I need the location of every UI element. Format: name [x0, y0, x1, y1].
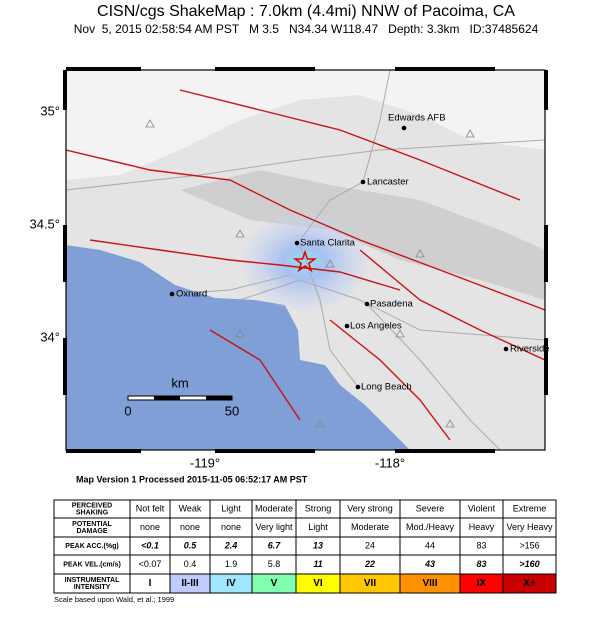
cell-text: Weak: [179, 503, 202, 513]
city-dot: [401, 125, 407, 131]
cell-text: 0.4: [184, 559, 197, 569]
cell-text: none: [180, 522, 200, 532]
scale-unit: km: [171, 375, 188, 390]
cell-text: Light: [308, 522, 328, 532]
scale-start: 0: [124, 403, 131, 418]
city-label: Pasadena: [370, 299, 414, 310]
city-label: Oxnard: [176, 289, 207, 300]
frame-ticks: [63, 67, 548, 453]
shaking-area: [243, 214, 367, 310]
city-dot: [355, 384, 361, 390]
row-label: PEAK VEL.(cm/s): [63, 561, 121, 568]
cell-text: 2.4: [224, 540, 238, 550]
cell-text: Light: [221, 503, 241, 513]
cell-text: IV: [226, 578, 236, 589]
stations: [145, 119, 475, 428]
city-label: Los Angeles: [350, 321, 402, 332]
cell-text: 0.5: [184, 540, 198, 550]
city-dot: [364, 301, 370, 307]
cell-text: Moderate: [255, 503, 293, 513]
title: CISN/cgs ShakeMap : 7.0km (4.4mi) NNW of…: [97, 3, 515, 20]
cell-text: 24: [365, 540, 375, 550]
row-label: PERCEIVED: [72, 502, 112, 509]
cell-text: VIII: [422, 578, 437, 589]
cell-text: Not felt: [136, 503, 165, 513]
cell-text: 1.9: [225, 559, 238, 569]
cell-text: none: [221, 522, 241, 532]
city-label: Lancaster: [367, 177, 409, 188]
cell-text: >156: [519, 540, 539, 550]
scale-seg: [154, 396, 180, 400]
cell-text: 83: [476, 559, 486, 569]
cell-text: >160: [519, 559, 539, 569]
cities: Edwards AFB Lancaster Santa Clarita Oxnard P…: [169, 113, 550, 393]
cell-text: 83: [476, 540, 486, 550]
city-dot: [344, 323, 350, 329]
cell-text: V: [271, 578, 278, 589]
row-label: INSTRUMENTAL: [65, 577, 120, 584]
city-label: Long Beach: [361, 382, 412, 393]
row-label: SHAKING: [76, 509, 109, 516]
city-dot: [360, 179, 366, 185]
cell-text: Very light: [255, 522, 293, 532]
row-label: DAMAGE: [76, 528, 107, 535]
lon-labels: -119° -118°: [190, 455, 405, 470]
mountains: [180, 170, 545, 300]
cell: [502, 573, 557, 594]
cell-text: <0.1: [141, 540, 159, 550]
cell-text: Severe: [416, 503, 445, 513]
cell-text: X+: [523, 578, 536, 589]
cell-text: Very strong: [347, 503, 393, 513]
lat-label: 34°: [40, 329, 60, 344]
cell-text: IX: [477, 578, 487, 589]
cell-text: 44: [425, 540, 435, 550]
city-dot: [503, 346, 509, 352]
desert: [66, 70, 545, 180]
cell-text: 13: [313, 540, 323, 550]
row-label: INTENSITY: [74, 584, 111, 591]
lat-label: 35°: [40, 103, 60, 118]
city-dot: [294, 240, 300, 246]
scale-end: 50: [225, 403, 239, 418]
cell-text: Very Heavy: [506, 522, 553, 532]
cell-text: none: [140, 522, 160, 532]
row-label: POTENTIAL: [72, 521, 112, 528]
cell-text: 43: [424, 559, 435, 569]
cell-text: 22: [364, 559, 375, 569]
city-label: Riverside: [510, 344, 550, 355]
scale-bar: km 0 50: [124, 375, 239, 418]
cell-text: 5.8: [268, 559, 281, 569]
cell-text: II-III: [181, 578, 198, 589]
cell-text: I: [149, 578, 152, 589]
cell-text: VII: [364, 578, 376, 589]
subtitle: Nov 5, 2015 02:58:54 AM PST M 3.5 N34.34…: [74, 22, 539, 36]
faults: [66, 89, 545, 441]
cell-text: Heavy: [469, 522, 495, 532]
cell-text: Mod./Heavy: [406, 522, 455, 532]
row-label: PEAK ACC.(%g): [65, 543, 118, 550]
city-dot: [169, 291, 175, 297]
cell-text: VI: [313, 578, 323, 589]
map: [66, 70, 545, 450]
scale-seg: [206, 396, 232, 400]
cell-text: Moderate: [351, 522, 389, 532]
cell-text: Extreme: [513, 503, 547, 513]
footnote: Scale based upon Wald, et al.; 1999: [54, 595, 174, 604]
city-label: Edwards AFB: [388, 113, 446, 124]
cell-text: Strong: [305, 503, 332, 513]
lon-label: -118°: [375, 455, 405, 470]
cell-text: <0.07: [139, 559, 162, 569]
city-label: Santa Clarita: [300, 238, 356, 249]
cell-text: 11: [313, 559, 322, 569]
lat-label: 34.5°: [29, 216, 60, 231]
epicenter: [292, 249, 318, 273]
cell-text: Violent: [468, 503, 496, 513]
lat-labels: 35° 34.5° 34°: [29, 103, 60, 344]
lon-label: -119°: [190, 455, 220, 470]
map-version: Map Version 1 Processed 2015-11-05 06:52…: [76, 474, 308, 484]
cell-text: 6.7: [268, 540, 282, 550]
